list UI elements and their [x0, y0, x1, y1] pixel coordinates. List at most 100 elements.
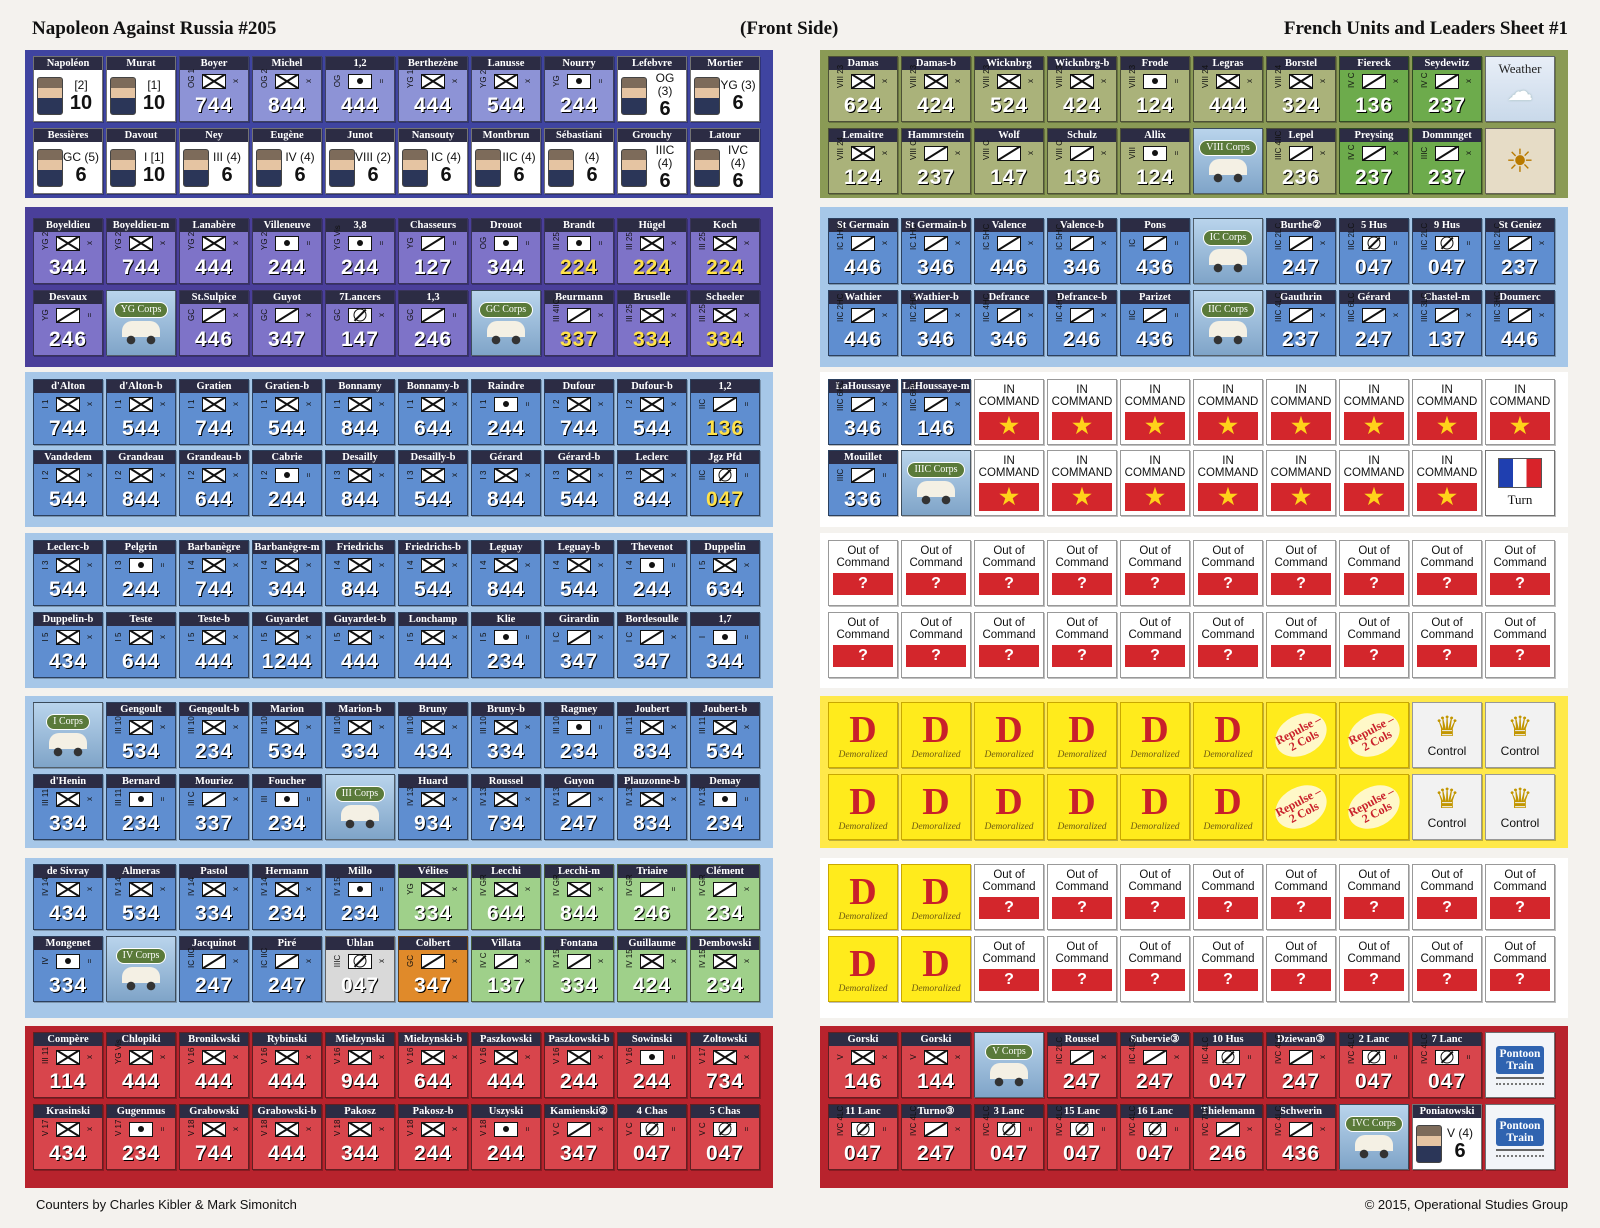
in-command-marker[interactable]: IN COMMAND ★: [1412, 450, 1482, 516]
unit-counter[interactable]: Paszkowski V 16 x 444: [471, 1032, 541, 1098]
unit-counter[interactable]: 1,2 OG = 444: [325, 56, 395, 122]
unit-counter[interactable]: Guillaume IV 15 x 424: [617, 936, 687, 1002]
leader-counter[interactable]: Lefebvre OG (3) 6: [617, 56, 687, 122]
in-command-marker[interactable]: IN COMMAND ★: [1485, 379, 1555, 445]
unit-counter[interactable]: Grandeau I 2 x 844: [106, 450, 176, 516]
unit-counter[interactable]: Bruny-b III 10 x 334: [471, 702, 541, 768]
in-command-marker[interactable]: IN COMMAND ★: [1266, 379, 1336, 445]
out-of-command-marker[interactable]: Out of Command?: [1339, 540, 1409, 606]
unit-counter[interactable]: Doumerc IIIC 3HC x 446: [1485, 290, 1555, 356]
unit-counter[interactable]: Gérard IIIC 6LC x 247: [1339, 290, 1409, 356]
corps-supply-counter[interactable]: IVC Corps: [1339, 1104, 1409, 1170]
unit-counter[interactable]: Parizet IIC = 436: [1120, 290, 1190, 356]
pontoon-train-marker[interactable]: Pontoon Train: [1485, 1104, 1555, 1170]
unit-counter[interactable]: Mongenet IV = 334: [33, 936, 103, 1002]
leader-counter[interactable]: Ney III (4) 6: [179, 128, 249, 194]
unit-counter[interactable]: Marion-b III 10 x 334: [325, 702, 395, 768]
unit-counter[interactable]: Grabowski V 18 x 744: [179, 1104, 249, 1170]
leader-counter[interactable]: Bessières GC (5) 6: [33, 128, 103, 194]
control-marker[interactable]: ♛ Control: [1485, 774, 1555, 840]
in-command-marker[interactable]: IN COMMAND ★: [1266, 450, 1336, 516]
in-command-marker[interactable]: IN COMMAND ★: [1339, 379, 1409, 445]
unit-counter[interactable]: Drouot OG = 344: [471, 218, 541, 284]
leader-counter[interactable]: Junot VIII (2) 6: [325, 128, 395, 194]
out-of-command-marker[interactable]: Out of Command?: [1047, 936, 1117, 1002]
unit-counter[interactable]: Marion III 10 x 534: [252, 702, 322, 768]
unit-counter[interactable]: Legras VIII 24 x 444: [1193, 56, 1263, 122]
corps-supply-counter[interactable]: GC Corps: [471, 290, 541, 356]
unit-counter[interactable]: Michel OG 2 x 844: [252, 56, 322, 122]
out-of-command-marker[interactable]: Out of Command?: [1485, 864, 1555, 930]
unit-counter[interactable]: Vandedem I 2 x 544: [33, 450, 103, 516]
unit-counter[interactable]: Gengoult III 10 x 534: [106, 702, 176, 768]
unit-counter[interactable]: LaHoussaye IIIC 6HC x 346: [828, 379, 898, 445]
unit-counter[interactable]: St.Sulpice GC x 446: [179, 290, 249, 356]
out-of-command-marker[interactable]: Out of Command?: [1193, 540, 1263, 606]
unit-counter[interactable]: Roussel IIC 2LC x 247: [1047, 1032, 1117, 1098]
unit-counter[interactable]: Duppelin-b I 5 x 434: [33, 612, 103, 678]
unit-counter[interactable]: St Germain-b IC 1HC x 346: [901, 218, 971, 284]
unit-counter[interactable]: Pakosz-b V 18 x 244: [398, 1104, 468, 1170]
unit-counter[interactable]: Krasinski V 17 x 434: [33, 1104, 103, 1170]
unit-counter[interactable]: Wicknbrg VIII 23 x 524: [974, 56, 1044, 122]
demoralized-marker[interactable]: D Demoralized: [1047, 774, 1117, 840]
unit-counter[interactable]: Lepel IIIC 4IIC x 236: [1266, 128, 1336, 194]
in-command-marker[interactable]: IN COMMAND ★: [1120, 450, 1190, 516]
unit-counter[interactable]: Uhlan IIIC x 047: [325, 936, 395, 1002]
leader-counter[interactable]: Davout I [1] 10: [106, 128, 176, 194]
unit-counter[interactable]: Dufour I 2 x 744: [544, 379, 614, 445]
unit-counter[interactable]: 16 Lanc IVC 4LC = 047: [1120, 1104, 1190, 1170]
unit-counter[interactable]: Jgz Pfd IIC = 047: [690, 450, 760, 516]
out-of-command-marker[interactable]: Out of Command?: [1339, 936, 1409, 1002]
demoralized-marker[interactable]: D Demoralized: [901, 774, 971, 840]
unit-counter[interactable]: Gauthrin IIIC 4LC x 237: [1266, 290, 1336, 356]
out-of-command-marker[interactable]: Out of Command?: [1193, 864, 1263, 930]
unit-counter[interactable]: St Germain IC 1HC x 446: [828, 218, 898, 284]
unit-counter[interactable]: 2 Lanc IVC 4LC = 047: [1339, 1032, 1409, 1098]
demoralized-marker[interactable]: D Demoralized: [1120, 774, 1190, 840]
unit-counter[interactable]: Koch III 25 x 224: [690, 218, 760, 284]
unit-counter[interactable]: Millo IV 15 = 234: [325, 864, 395, 930]
out-of-command-marker[interactable]: Out of Command?: [974, 540, 1044, 606]
corps-supply-counter[interactable]: IC Corps: [1193, 218, 1263, 284]
unit-counter[interactable]: Defrance-b IIC 4HC x 246: [1047, 290, 1117, 356]
unit-counter[interactable]: Sowinski V 16 = 244: [617, 1032, 687, 1098]
unit-counter[interactable]: Cabrie I 2 = 244: [252, 450, 322, 516]
repulse-marker[interactable]: Repulse –2 Cols: [1266, 702, 1336, 768]
demoralized-marker[interactable]: D Demoralized: [828, 864, 898, 930]
unit-counter[interactable]: Piré IC IIC x 247: [252, 936, 322, 1002]
demoralized-marker[interactable]: D Demoralized: [901, 936, 971, 1002]
unit-counter[interactable]: Damas-b VIII 23 x 424: [901, 56, 971, 122]
unit-counter[interactable]: Guyardet I 5 x 1244: [252, 612, 322, 678]
out-of-command-marker[interactable]: Out of Command?: [901, 540, 971, 606]
out-of-command-marker[interactable]: Out of Command?: [1412, 936, 1482, 1002]
out-of-command-marker[interactable]: Out of Command?: [1047, 540, 1117, 606]
unit-counter[interactable]: Wathier-b IIC 2HC x 346: [901, 290, 971, 356]
out-of-command-marker[interactable]: Out of Command?: [1047, 864, 1117, 930]
in-command-marker[interactable]: IN COMMAND ★: [1339, 450, 1409, 516]
unit-counter[interactable]: Desailly I 3 x 844: [325, 450, 395, 516]
unit-counter[interactable]: Jacquinot IC IIC x 247: [179, 936, 249, 1002]
unit-counter[interactable]: Chasseurs YG = 127: [398, 218, 468, 284]
out-of-command-marker[interactable]: Out of Command?: [1485, 612, 1555, 678]
unit-counter[interactable]: Scheeler III 25 x 334: [690, 290, 760, 356]
leader-counter[interactable]: Nansouty IC (4) 6: [398, 128, 468, 194]
turn-marker[interactable]: Turn: [1485, 450, 1555, 516]
unit-counter[interactable]: Dommnget IIIC x 237: [1412, 128, 1482, 194]
unit-counter[interactable]: Dziewan③ IVC 4LC x 247: [1266, 1032, 1336, 1098]
out-of-command-marker[interactable]: Out of Command?: [828, 612, 898, 678]
in-command-marker[interactable]: IN COMMAND ★: [1047, 450, 1117, 516]
out-of-command-marker[interactable]: Out of Command?: [1047, 612, 1117, 678]
repulse-marker[interactable]: Repulse –2 Cols: [1339, 774, 1409, 840]
unit-counter[interactable]: Fontana IV 15 x 334: [544, 936, 614, 1002]
unit-counter[interactable]: LaHoussaye-m IIIC 6HC x 146: [901, 379, 971, 445]
unit-counter[interactable]: Lecchi-m IV GR x 844: [544, 864, 614, 930]
in-command-marker[interactable]: IN COMMAND ★: [1412, 379, 1482, 445]
unit-counter[interactable]: Leguay-b I 4 x 544: [544, 540, 614, 606]
unit-counter[interactable]: Boyeldieu-m YG 2 x 744: [106, 218, 176, 284]
unit-counter[interactable]: Uszyski V 18 = 244: [471, 1104, 541, 1170]
out-of-command-marker[interactable]: Out of Command?: [974, 936, 1044, 1002]
